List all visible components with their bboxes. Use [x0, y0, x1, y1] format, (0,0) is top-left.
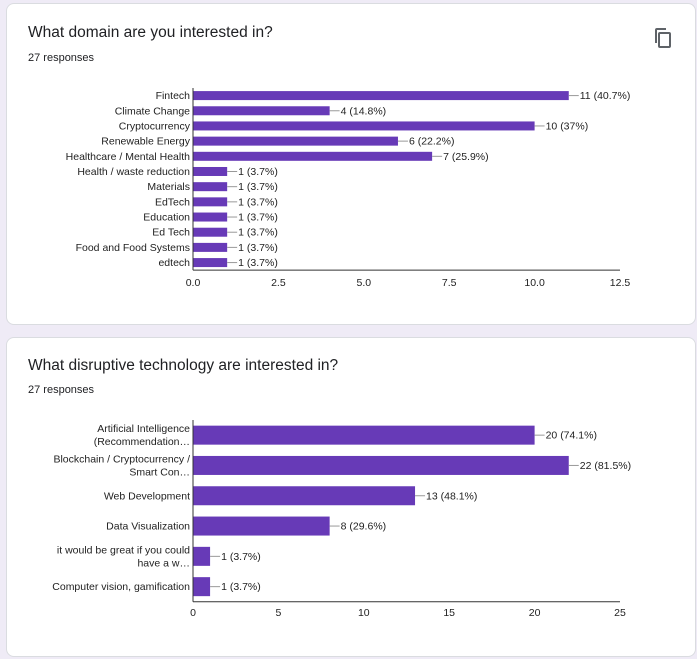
- category-label-line: Fintech: [156, 90, 191, 102]
- bar: [193, 212, 228, 222]
- bar: [193, 182, 228, 192]
- data-label: 7 (25.9%): [443, 151, 489, 163]
- data-label: 1 (3.7%): [221, 551, 261, 563]
- category-label: Cryptocurrency: [119, 120, 191, 132]
- data-label: 20 (74.1%): [546, 430, 597, 442]
- category-label: Ed Tech: [152, 227, 190, 239]
- category-label: Data Visualization: [106, 521, 190, 533]
- bar: [193, 136, 398, 146]
- data-label: 11 (40.7%): [580, 90, 631, 102]
- bar-chart-technology: Artificial Intelligence (Recommendation… 2…: [52, 420, 631, 619]
- category-label: Blockchain / Cryptocurrency / Smart Con…: [53, 453, 190, 478]
- copy-icon: [655, 28, 671, 48]
- x-tick-label: 20: [529, 607, 541, 619]
- question-title: What disruptive technology are intereste…: [28, 357, 339, 374]
- category-label-line: Food and Food Systems: [76, 242, 190, 254]
- bar: [193, 516, 330, 536]
- bar: [193, 106, 330, 116]
- response-count: 27 responses: [28, 52, 95, 64]
- data-label: 10 (37%): [546, 120, 589, 132]
- data-label: 1 (3.7%): [238, 242, 278, 254]
- category-label: Web Development: [104, 490, 190, 502]
- bar: [193, 425, 535, 445]
- bar: [193, 121, 535, 131]
- category-label: EdTech: [155, 196, 190, 208]
- bar: [193, 242, 228, 252]
- x-tick-label: 5: [275, 607, 281, 619]
- x-tick-label: 25: [614, 607, 626, 619]
- bar: [193, 227, 228, 237]
- category-label: Artificial Intelligence (Recommendation…: [94, 423, 190, 448]
- category-label-line: Artificial Intelligence: [97, 423, 190, 435]
- category-label: Computer vision, gamification: [52, 581, 190, 593]
- category-label: Health / waste reduction: [77, 166, 190, 178]
- bar-chart-domain: Fintech 11 (40.7%) Climate Change 4 (14.8%)…: [66, 88, 631, 289]
- data-label: 1 (3.7%): [238, 196, 278, 208]
- category-label: Materials: [147, 181, 190, 193]
- category-label-line: Healthcare / Mental Health: [66, 151, 190, 163]
- x-tick-label: 0.0: [186, 277, 201, 289]
- bar: [193, 486, 416, 506]
- category-label-line: Education: [143, 212, 190, 224]
- x-tick-label: 15: [443, 607, 455, 619]
- data-label: 8 (29.6%): [341, 521, 387, 533]
- bar: [193, 455, 569, 475]
- category-label-line: Blockchain / Cryptocurrency /: [53, 453, 190, 465]
- x-tick-label: 7.5: [442, 277, 457, 289]
- category-label-line: Climate Change: [115, 105, 190, 117]
- response-count: 27 responses: [28, 384, 95, 396]
- x-tick-label: 10: [358, 607, 370, 619]
- bar: [193, 258, 228, 268]
- x-tick-label: 12.5: [610, 277, 631, 289]
- category-label: Fintech: [156, 90, 191, 102]
- data-label: 1 (3.7%): [238, 227, 278, 239]
- category-label-line: edtech: [158, 257, 190, 269]
- bar: [193, 166, 228, 176]
- category-label: Climate Change: [115, 105, 190, 117]
- category-label: it would be great if you could have a w…: [57, 544, 190, 569]
- category-label-line: Data Visualization: [106, 521, 190, 533]
- category-label: Education: [143, 212, 190, 224]
- question-card-domain: What domain are you interested in? 27 re…: [6, 3, 696, 325]
- copy-chart-button[interactable]: [651, 26, 675, 50]
- data-label: 22 (81.5%): [580, 460, 631, 472]
- category-label-line: Computer vision, gamification: [52, 581, 190, 593]
- category-label-line: Ed Tech: [152, 227, 190, 239]
- category-label-line: Web Development: [104, 490, 190, 502]
- category-label-line: (Recommendation…: [94, 436, 190, 448]
- data-label: 6 (22.2%): [409, 136, 455, 148]
- bar: [193, 151, 433, 161]
- category-label-line: Materials: [147, 181, 190, 193]
- category-label-line: Smart Con…: [129, 466, 190, 478]
- x-tick-label: 5.0: [356, 277, 371, 289]
- category-label-line: Cryptocurrency: [119, 120, 191, 132]
- data-label: 13 (48.1%): [426, 490, 477, 502]
- bar: [193, 91, 569, 101]
- category-label: Healthcare / Mental Health: [66, 151, 190, 163]
- category-label-line: it would be great if you could: [57, 544, 190, 556]
- category-label: edtech: [158, 257, 190, 269]
- category-label: Renewable Energy: [101, 136, 190, 148]
- category-label-line: EdTech: [155, 196, 190, 208]
- category-label: Food and Food Systems: [76, 242, 190, 254]
- data-label: 4 (14.8%): [341, 105, 387, 117]
- data-label: 1 (3.7%): [238, 257, 278, 269]
- question-title: What domain are you interested in?: [28, 24, 273, 41]
- data-label: 1 (3.7%): [221, 581, 261, 593]
- data-label: 1 (3.7%): [238, 181, 278, 193]
- x-tick-label: 0: [190, 607, 196, 619]
- category-label-line: have a w…: [137, 557, 190, 569]
- category-label-line: Health / waste reduction: [77, 166, 190, 178]
- category-label-line: Renewable Energy: [101, 136, 190, 148]
- x-tick-label: 2.5: [271, 277, 286, 289]
- data-label: 1 (3.7%): [238, 166, 278, 178]
- x-tick-label: 10.0: [524, 277, 545, 289]
- bar: [193, 197, 228, 207]
- data-label: 1 (3.7%): [238, 212, 278, 224]
- question-card-technology: What disruptive technology are intereste…: [6, 337, 696, 657]
- bar: [193, 577, 211, 597]
- bar: [193, 546, 211, 566]
